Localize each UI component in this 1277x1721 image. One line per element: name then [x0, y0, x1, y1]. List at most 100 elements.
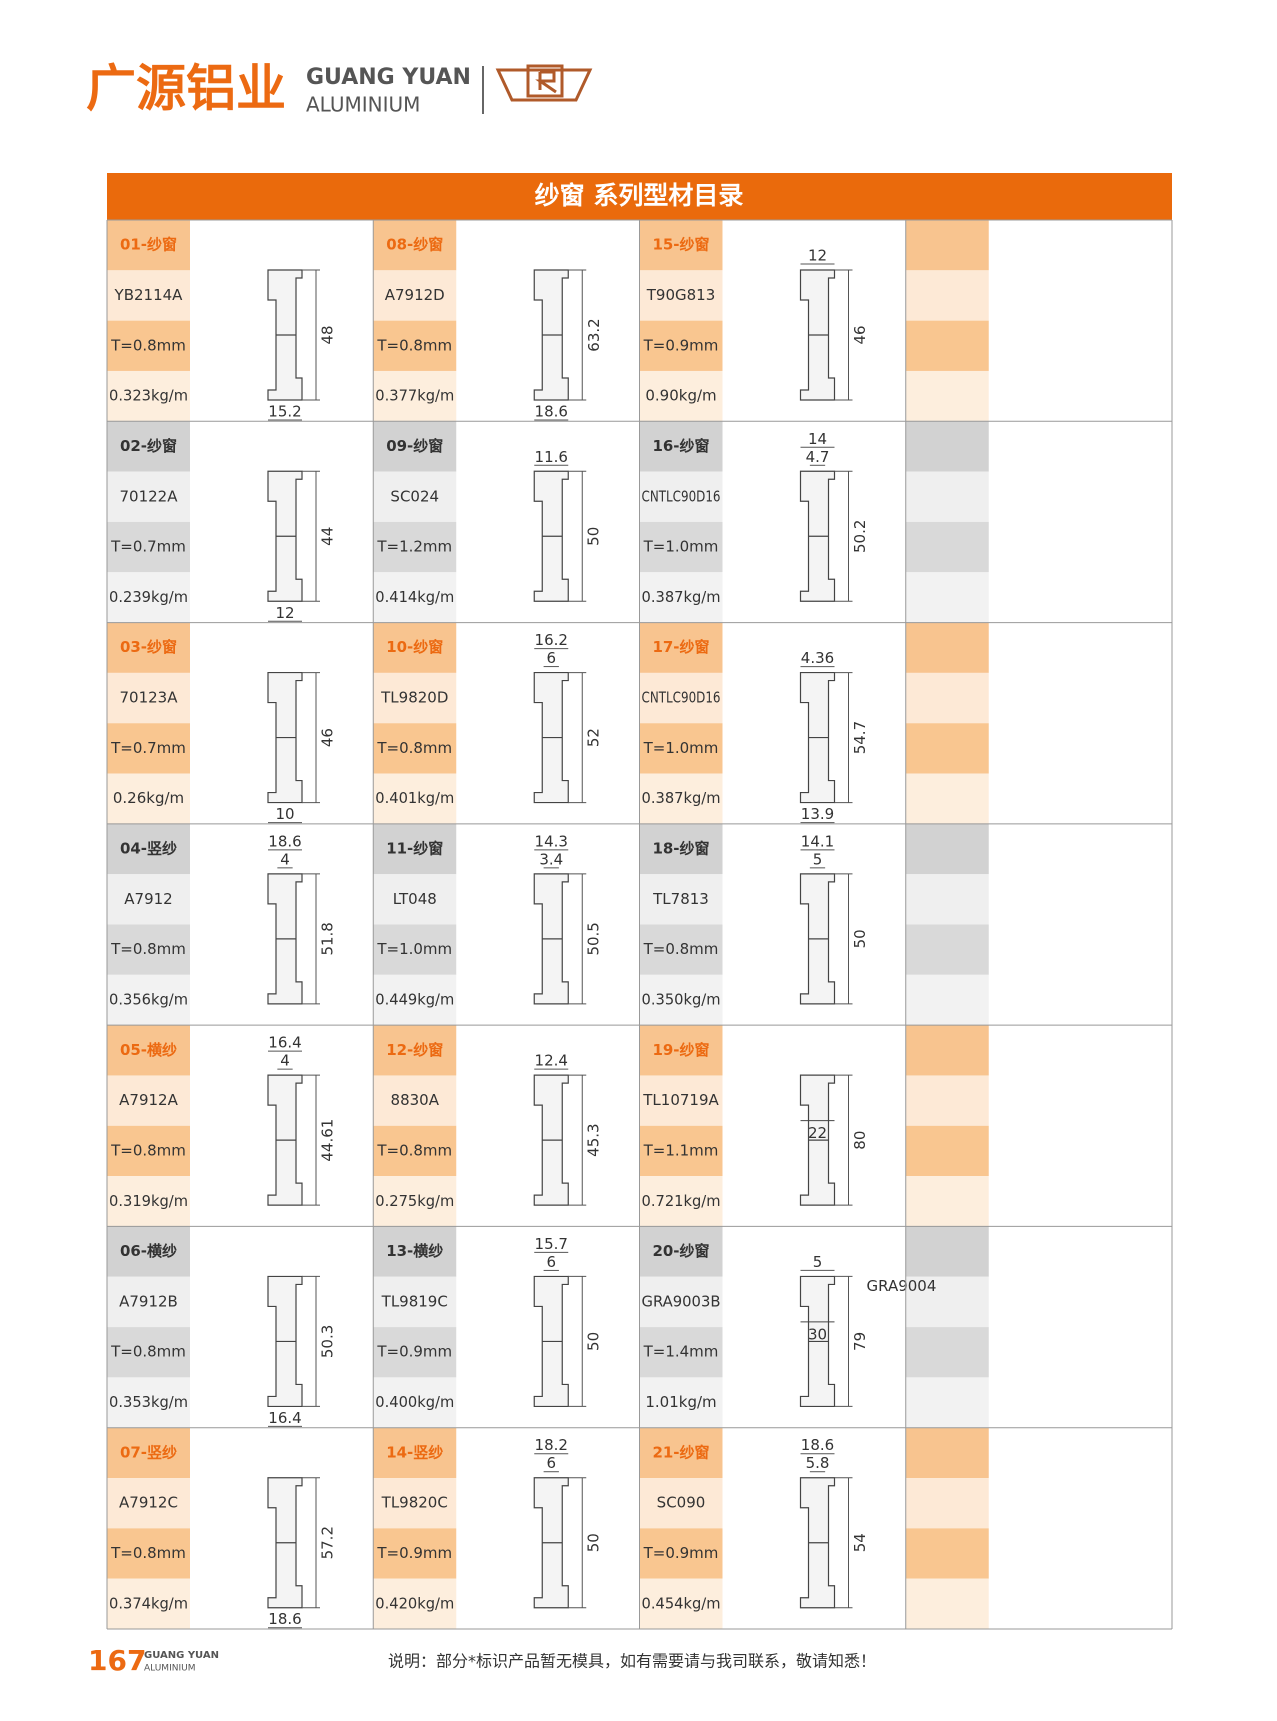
cell-bg — [639, 370, 723, 422]
cell-thickness: T=0.8mm — [376, 1141, 452, 1159]
dim-top: 4 — [280, 1052, 290, 1070]
dim-top: 6 — [546, 1253, 556, 1271]
cell-thickness: T=1.2mm — [376, 538, 452, 556]
dim-height: 79 — [851, 1332, 869, 1351]
cell-code: 16-纱窗 — [652, 437, 709, 455]
cell-bg — [639, 1427, 723, 1479]
cell-bg — [639, 320, 723, 371]
logo — [495, 64, 593, 102]
cell-thickness: T=0.8mm — [110, 1141, 186, 1159]
cell-bg — [107, 1578, 190, 1629]
cell-bg — [373, 1327, 457, 1378]
cell-code: 13-横纱 — [386, 1242, 443, 1260]
cell-bg — [639, 1528, 723, 1579]
cell-bg — [107, 773, 190, 824]
footer-sub: ALUMINIUM — [144, 1664, 195, 1674]
dim-bottom: 18.6 — [268, 1610, 301, 1628]
dim-top: 14.1 — [801, 832, 834, 850]
brand-cn: 广源铝业 — [86, 60, 286, 118]
cell-weight: 0.323kg/m — [109, 387, 188, 405]
profile — [267, 873, 303, 1005]
table-title: 纱窗 系列型材目录 — [535, 181, 744, 210]
cell-bg — [107, 1025, 190, 1076]
cell-bg — [373, 723, 457, 774]
cell-model: CNTLC90D16 — [642, 689, 721, 707]
cell-bg — [373, 1478, 457, 1529]
empty-cell — [905, 1377, 989, 1428]
dim-top: 4 — [280, 850, 290, 868]
cell-bg — [639, 421, 723, 472]
empty-cell — [905, 1478, 989, 1529]
cell-bg — [107, 572, 190, 623]
dim-top: 18.6 — [801, 1436, 834, 1454]
cell-bg — [373, 1125, 457, 1177]
empty-cell — [905, 874, 989, 925]
cell-code: 04-竖纱 — [120, 840, 177, 858]
cell-code: 20-纱窗 — [652, 1242, 709, 1260]
empty-cell — [905, 1427, 989, 1479]
cell-weight: 1.01kg/m — [645, 1393, 716, 1411]
cell-bg — [373, 270, 457, 321]
cell-thickness: T=0.9mm — [643, 336, 719, 354]
page-number: 167 — [88, 1644, 146, 1677]
cell-weight: 0.239kg/m — [109, 588, 188, 606]
footer-note: 说明：部分*标识产品暂无模具，如有需要请与我司联系，敬请知悉！ — [388, 1652, 876, 1671]
cell-bg — [107, 220, 190, 271]
cell-bg — [639, 1125, 723, 1177]
dim-top: 18.2 — [535, 1436, 568, 1454]
cell-bg — [373, 1075, 457, 1126]
cell-bg — [107, 1176, 190, 1227]
empty-cell — [905, 1528, 989, 1579]
empty-cell — [905, 1025, 989, 1076]
cell-weight: 0.374kg/m — [109, 1594, 188, 1612]
cell-bg — [107, 672, 190, 724]
empty-cell — [905, 823, 989, 875]
cell-weight: 0.721kg/m — [642, 1192, 721, 1210]
cell-bg — [639, 270, 723, 321]
cell-bg — [373, 1377, 457, 1428]
cell-bg — [373, 521, 457, 573]
cell-bg — [107, 622, 190, 673]
cell-model: YB2114A — [114, 286, 184, 304]
cell-bg — [639, 521, 723, 573]
cell-bg — [107, 1125, 190, 1177]
cell-bg — [373, 572, 457, 623]
profile — [799, 873, 836, 1005]
dim-height: 44.61 — [319, 1119, 337, 1162]
cell-bg — [373, 370, 457, 422]
cell-bg — [107, 1075, 190, 1126]
cell-thickness: T=0.7mm — [110, 538, 186, 556]
cell-weight: 0.414kg/m — [375, 588, 454, 606]
dim-bottom: 12 — [275, 604, 294, 622]
profile — [267, 1275, 303, 1408]
dim-height: 54 — [851, 1533, 869, 1552]
cell-thickness: T=0.8mm — [376, 739, 452, 757]
empty-cell — [905, 270, 989, 321]
cell-bg — [373, 1276, 457, 1328]
cell-model: A7912 — [124, 890, 172, 908]
cell-model: A7912B — [119, 1292, 178, 1310]
dim-height: 57.2 — [319, 1526, 337, 1559]
profile — [267, 671, 303, 804]
cell-bg — [373, 672, 457, 724]
cell-weight: 0.356kg/m — [109, 990, 188, 1008]
cell-thickness: T=0.8mm — [643, 940, 719, 958]
dim-top: 5.8 — [806, 1454, 830, 1472]
dim-height: 46 — [319, 728, 337, 747]
cell-code: 11-纱窗 — [386, 840, 443, 858]
profile — [267, 1477, 303, 1609]
cell-bg — [107, 823, 190, 875]
empty-cell — [905, 924, 989, 975]
cell-bg — [639, 723, 723, 774]
cell-bg — [373, 1578, 457, 1629]
cell-bg — [107, 421, 190, 472]
empty-cell — [905, 1075, 989, 1126]
profile — [799, 470, 836, 602]
cell-model: 70123A — [120, 689, 179, 707]
dim-height: 54.7 — [851, 721, 869, 754]
cell-model: SC024 — [390, 487, 439, 505]
dim-bottom: 15.2 — [268, 403, 301, 421]
dim-bottom: 16.4 — [268, 1409, 301, 1427]
empty-cell — [905, 421, 989, 472]
cell-bg — [639, 1276, 723, 1328]
